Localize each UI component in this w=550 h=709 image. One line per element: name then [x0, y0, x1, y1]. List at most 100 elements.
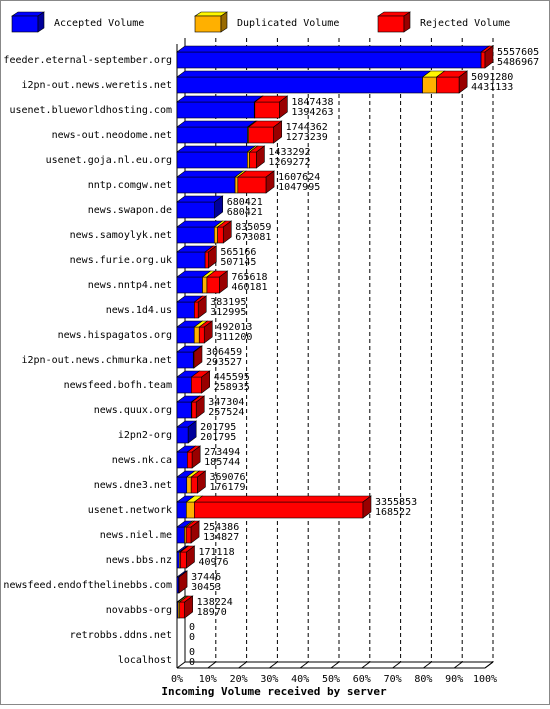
bar-segment: [187, 477, 191, 493]
bar-segment: [177, 102, 254, 118]
bar-segment: [255, 102, 280, 118]
bar-top: [177, 46, 489, 52]
bar-segment: [194, 302, 198, 318]
bar-segment: [214, 227, 217, 243]
y-tick-label: newsfeed.bofh.team: [64, 380, 172, 391]
y-tick-label: news.samoylyk.net: [70, 230, 172, 241]
bar-segment: [205, 252, 208, 268]
bar-segment: [177, 252, 205, 268]
bar-segment: [177, 502, 186, 518]
bar-segment: [177, 277, 203, 293]
value-label: 1047995: [278, 182, 320, 193]
x-tick-label: 50%: [322, 674, 340, 685]
bar-segment: [177, 52, 481, 68]
y-tick-label: news.swapon.de: [88, 205, 172, 216]
legend-swatch: [12, 16, 38, 32]
x-tick-label: 100%: [473, 674, 497, 685]
bar-segment: [177, 552, 179, 568]
y-tick-label: novabbs-org: [106, 605, 172, 616]
bar-segment: [187, 452, 192, 468]
bar-segment: [194, 327, 199, 343]
x-tick-label: 0%: [171, 674, 183, 685]
x-tick-label: 10%: [199, 674, 217, 685]
bar-segment: [191, 377, 201, 393]
value-label: 40976: [198, 557, 228, 568]
bar-segment: [199, 327, 204, 343]
bar-top: [177, 96, 262, 102]
value-label: 0: [189, 632, 195, 643]
y-tick-label: news-out.neodome.net: [52, 130, 172, 141]
bar-top: [177, 71, 431, 77]
bar-segment: [177, 452, 187, 468]
bar-segment: [177, 227, 214, 243]
value-label: 680421: [227, 207, 263, 218]
value-label: 460181: [231, 282, 267, 293]
value-label: 257524: [208, 407, 244, 418]
bar-segment: [218, 227, 224, 243]
x-tick-label: 40%: [291, 674, 309, 685]
bar-segment: [191, 477, 197, 493]
bar-segment: [186, 527, 191, 543]
value-label: 0: [189, 657, 195, 668]
y-tick-label: news.nntp4.net: [88, 280, 172, 291]
bar-top: [177, 171, 243, 177]
bar-segment: [177, 327, 194, 343]
bar-segment: [177, 77, 423, 93]
bar-segment: [177, 402, 191, 418]
y-tick-label: news.nk.ca: [112, 455, 172, 466]
bar-segment: [177, 302, 194, 318]
value-label: 134827: [203, 532, 239, 543]
value-label: 5486967: [497, 57, 539, 68]
legend-swatch: [378, 16, 404, 32]
x-tick-label: 20%: [230, 674, 248, 685]
bar-segment: [207, 277, 219, 293]
bar-segment: [180, 552, 186, 568]
value-label: 1394263: [291, 107, 333, 118]
legend-label: Duplicated Volume: [237, 18, 339, 29]
legend-label: Rejected Volume: [420, 18, 510, 29]
y-tick-label: news.furie.org.uk: [70, 255, 172, 266]
y-tick-label: news.niel.me: [100, 530, 172, 541]
bar-segment: [177, 152, 247, 168]
y-tick-label: news.hispagatos.org: [58, 330, 172, 341]
bar-segment: [194, 502, 363, 518]
value-label: 18970: [197, 607, 227, 618]
bar-top: [177, 146, 255, 152]
x-tick-label: 80%: [414, 674, 432, 685]
bar-segment: [177, 527, 184, 543]
bar-segment: [177, 377, 191, 393]
value-label: 312995: [210, 307, 246, 318]
bar-top: [177, 121, 256, 127]
x-tick-label: 70%: [384, 674, 402, 685]
y-tick-label: news.bbs.nz: [106, 555, 172, 566]
x-tick-label: 30%: [260, 674, 278, 685]
y-tick-label: newsfeed.endofthelinebbs.com: [3, 580, 172, 591]
value-label: 507145: [220, 257, 256, 268]
x-tick-label: 90%: [445, 674, 463, 685]
bar-segment: [180, 602, 185, 618]
bar-segment: [238, 177, 266, 193]
legend-swatch: [195, 16, 221, 32]
bar-segment: [177, 202, 215, 218]
value-label: 30453: [191, 582, 221, 593]
bar-segment: [423, 77, 437, 93]
y-tick-label: news.dne3.net: [94, 480, 172, 491]
x-tick-label: 60%: [353, 674, 371, 685]
y-tick-label: retrobbs.ddns.net: [70, 630, 172, 641]
bar-segment: [177, 177, 235, 193]
value-label: 168522: [375, 507, 411, 518]
y-tick-label: nntp.comgw.net: [88, 180, 172, 191]
value-label: 176179: [209, 482, 245, 493]
y-tick-label: i2pn-out.news.chmurka.net: [21, 355, 172, 366]
value-label: 4431133: [471, 82, 513, 93]
y-tick-label: usenet.network: [88, 505, 172, 516]
y-tick-label: news.quux.org: [94, 405, 172, 416]
value-label: 1273239: [286, 132, 328, 143]
x-axis-title: Incoming Volume received by server: [161, 685, 387, 698]
y-tick-label: usenet.blueworldhosting.com: [9, 105, 172, 116]
bar-segment: [177, 352, 193, 368]
bar-segment: [203, 277, 207, 293]
y-tick-label: i2pn2-org: [118, 430, 172, 441]
bar-top: [194, 496, 371, 502]
